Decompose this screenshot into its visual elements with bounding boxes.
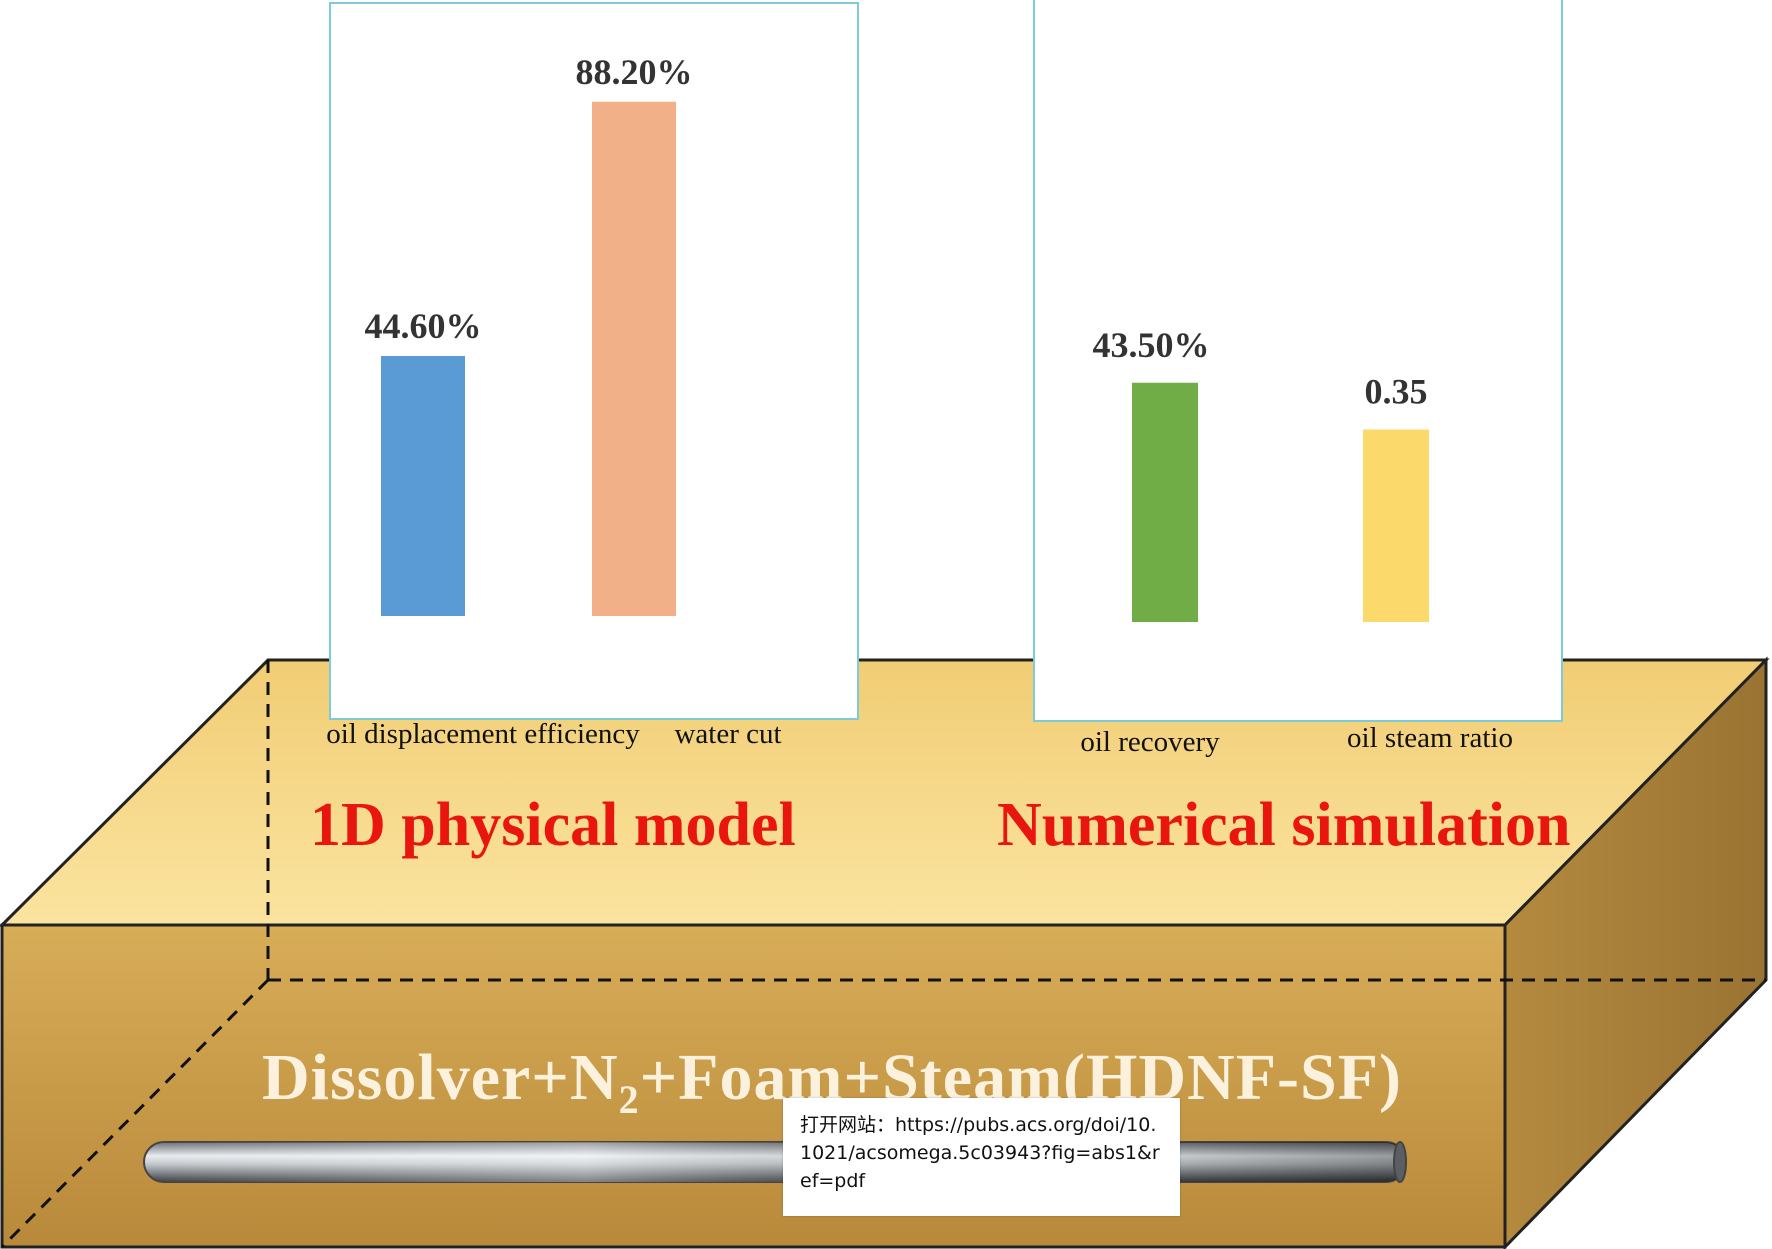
numerical-simulation-title: Numerical simulation	[997, 791, 1571, 859]
bar-oil-steam-ratio	[1363, 429, 1429, 622]
category-label-water-cut: water cut	[674, 718, 782, 750]
physical-model-bar-chart: 44.60% 88.20%	[365, 52, 693, 616]
value-label-oil-displacement-efficiency: 44.60%	[365, 306, 482, 346]
numerical-simulation-bar-chart: 43.50% 0.35	[1093, 325, 1429, 622]
numerical-simulation-chart-panel: 43.50% 0.35	[1033, 0, 1563, 722]
category-label-oil-steam-ratio: oil steam ratio	[1347, 722, 1513, 754]
physical-model-title: 1D physical model	[310, 791, 796, 859]
process-label-prefix: Dissolver+N	[262, 1041, 619, 1114]
category-label-oil-displacement-efficiency: oil displacement efficiency	[326, 718, 640, 750]
box-hidden-edges	[0, 660, 1766, 1249]
well-pipe	[143, 1141, 1407, 1183]
process-label: Dissolver+N2+Foam+Steam(HDNF-SF)	[222, 1040, 1442, 1123]
value-label-oil-recovery: 43.50%	[1093, 325, 1210, 365]
bar-oil-displacement-efficiency	[381, 355, 465, 616]
physical-model-chart-panel: 44.60% 88.20%	[329, 2, 859, 720]
category-label-oil-recovery: oil recovery	[1080, 726, 1220, 758]
process-label-subscript: 2	[618, 1077, 640, 1122]
value-label-water-cut: 88.20%	[576, 52, 693, 92]
bar-oil-recovery	[1132, 382, 1198, 622]
value-label-oil-steam-ratio: 0.35	[1365, 372, 1428, 412]
link-tooltip[interactable]: 打开网站：https://pubs.acs.org/doi/10.1021/ac…	[783, 1098, 1180, 1216]
bar-water-cut	[592, 101, 676, 616]
